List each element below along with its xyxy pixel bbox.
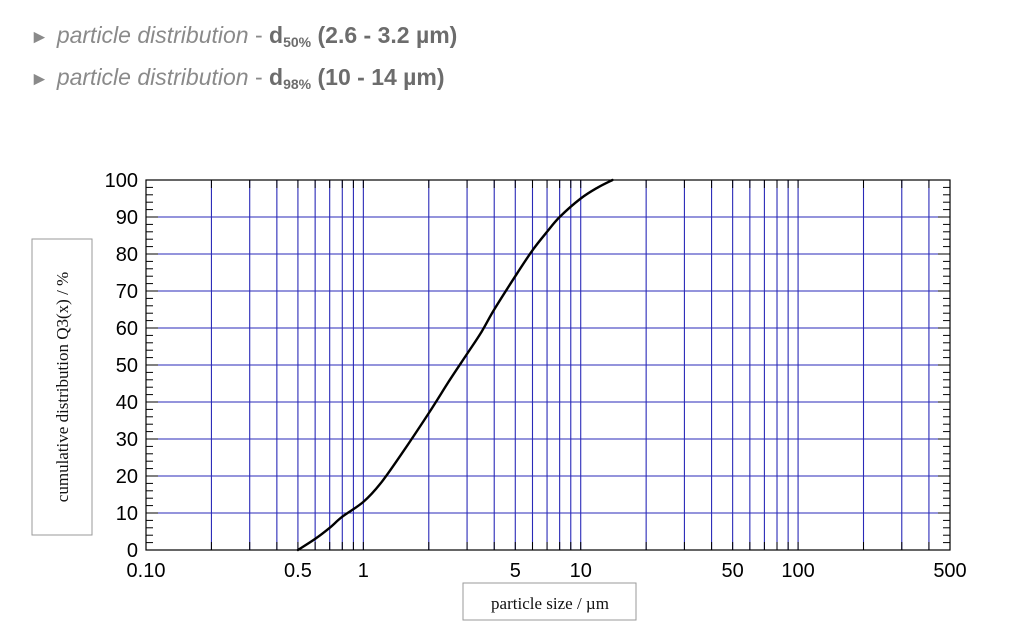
plot-frame bbox=[145, 179, 951, 551]
spec-d98: ► particle distribution - d98% (10 - 14 µ… bbox=[30, 64, 445, 92]
spec-symbol: d bbox=[269, 22, 284, 48]
y-tick-label: 10 bbox=[116, 503, 138, 525]
x-tick-label: 50 bbox=[722, 560, 744, 582]
spec-range: (10 - 14 µm) bbox=[311, 64, 445, 90]
y-tick-label: 20 bbox=[116, 466, 138, 488]
x-tick-label: 100 bbox=[781, 560, 814, 582]
x-tick-label: 1 bbox=[358, 560, 369, 582]
x-axis-label: particle size / µm bbox=[491, 594, 609, 613]
x-axis-label-box bbox=[462, 582, 637, 621]
y-tick-label: 0 bbox=[127, 540, 138, 562]
y-axis-label-box bbox=[31, 238, 93, 536]
spec-subscript: 98% bbox=[283, 76, 312, 92]
y-tick-label: 50 bbox=[116, 355, 138, 377]
y-tick-label: 90 bbox=[116, 207, 138, 229]
y-tick-label: 30 bbox=[116, 429, 138, 451]
distribution-curve bbox=[296, 178, 614, 552]
x-tick-label: 0.10 bbox=[127, 560, 166, 582]
spec-label: particle distribution bbox=[56, 22, 249, 48]
y-tick-label: 100 bbox=[105, 170, 138, 192]
y-tick-label: 40 bbox=[116, 392, 138, 414]
spec-range: (2.6 - 3.2 µm) bbox=[311, 22, 458, 48]
spec-separator: - bbox=[248, 64, 270, 90]
spec-symbol: d bbox=[269, 64, 284, 90]
chart-grid bbox=[146, 180, 950, 550]
y-tick-label: 70 bbox=[116, 281, 138, 303]
spec-label: particle distribution bbox=[56, 64, 249, 90]
spec-separator: - bbox=[248, 22, 270, 48]
spec-d50: ► particle distribution - d50% (2.6 - 3.2… bbox=[30, 22, 457, 50]
triangle-right-icon: ► bbox=[30, 27, 49, 48]
tick-labels: 0 10 20 30 40 50 60 70 80 90 100 0.10 0.5 1 5 10 50 100 50… bbox=[105, 170, 967, 582]
x-tick-label: 10 bbox=[570, 560, 592, 582]
x-tick-label: 500 bbox=[933, 560, 966, 582]
y-tick-label: 80 bbox=[116, 244, 138, 266]
x-tick-label: 0.5 bbox=[284, 560, 312, 582]
y-axis-label: cumulative distribution Q3(x) / % bbox=[53, 272, 72, 502]
x-tick-label: 5 bbox=[510, 560, 521, 582]
y-tick-label: 60 bbox=[116, 318, 138, 340]
spec-subscript: 50% bbox=[283, 34, 312, 50]
chart-ticks bbox=[145, 179, 951, 551]
triangle-right-icon: ► bbox=[30, 69, 49, 90]
